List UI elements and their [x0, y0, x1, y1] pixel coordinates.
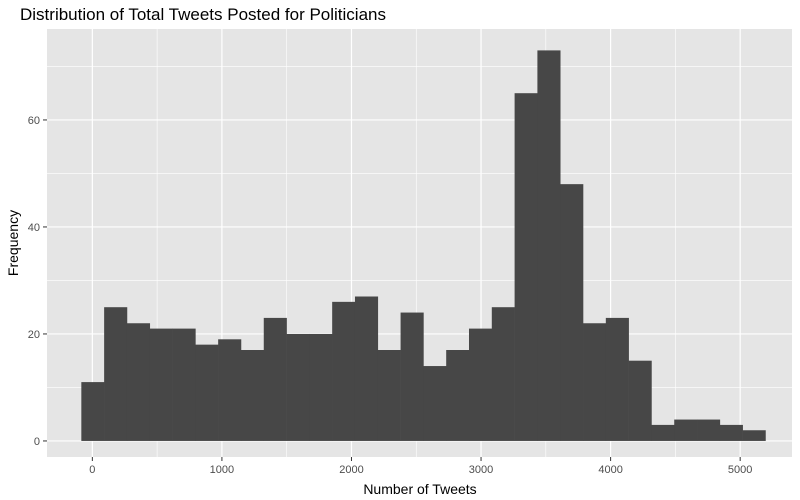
histogram-bar	[400, 312, 424, 441]
histogram-bar	[514, 93, 538, 441]
histogram-bar	[172, 328, 196, 441]
histogram-bar	[446, 350, 470, 441]
histogram-bar	[537, 50, 561, 441]
x-axis-title: Number of Tweets	[363, 481, 476, 497]
histogram-bars	[81, 50, 766, 441]
histogram-bar	[263, 317, 287, 441]
y-tick-label: 20	[28, 329, 40, 341]
x-tick-label: 0	[89, 464, 95, 476]
histogram-bar	[491, 307, 515, 441]
chart-title: Distribution of Total Tweets Posted for …	[20, 5, 386, 24]
histogram-bar	[674, 419, 698, 441]
histogram-bar	[286, 333, 310, 441]
histogram-bar	[240, 350, 265, 441]
histogram-bar	[195, 344, 219, 441]
histogram-bar	[605, 317, 629, 441]
y-axis-title: Frequency	[5, 210, 21, 276]
x-tick-label: 3000	[469, 464, 493, 476]
histogram-bar	[149, 328, 173, 441]
histogram-bar	[104, 307, 128, 441]
x-tick-label: 4000	[598, 464, 622, 476]
histogram-bar	[377, 350, 401, 441]
histogram-bar	[651, 424, 675, 441]
histogram-bar	[583, 323, 607, 441]
histogram-bar	[719, 424, 743, 441]
y-tick-label: 0	[34, 436, 40, 448]
y-tick-label: 40	[28, 222, 40, 234]
histogram-bar	[423, 366, 447, 441]
y-tick-label: 60	[28, 115, 40, 127]
histogram-bar	[81, 382, 105, 441]
x-axis-ticks: 0 1000 2000 3000 4000 5000	[89, 457, 752, 476]
histogram-bar	[468, 328, 493, 441]
histogram-bar	[628, 360, 652, 441]
histogram-bar	[309, 333, 333, 441]
histogram-bar	[742, 430, 766, 441]
histogram-bar	[697, 419, 721, 441]
x-tick-label: 1000	[210, 464, 234, 476]
histogram-bar	[332, 301, 356, 441]
y-axis-ticks: 0 20 40 60	[28, 115, 47, 448]
histogram-bar	[126, 323, 151, 441]
x-tick-label: 2000	[339, 464, 363, 476]
histogram-bar	[354, 296, 379, 441]
histogram-bar	[560, 184, 584, 441]
histogram-bar	[218, 339, 242, 441]
x-tick-label: 5000	[728, 464, 752, 476]
